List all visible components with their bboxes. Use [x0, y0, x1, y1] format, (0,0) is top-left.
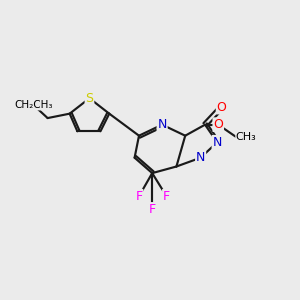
Text: O: O	[213, 118, 223, 131]
Text: F: F	[135, 190, 142, 203]
Text: S: S	[85, 92, 94, 105]
Text: N: N	[196, 151, 205, 164]
Text: F: F	[148, 203, 156, 216]
Text: F: F	[163, 190, 170, 203]
Text: N: N	[212, 136, 222, 149]
Text: N: N	[158, 118, 167, 131]
Text: CH₂CH₃: CH₂CH₃	[14, 100, 52, 110]
Text: O: O	[217, 100, 226, 114]
Text: CH₃: CH₃	[236, 132, 256, 142]
